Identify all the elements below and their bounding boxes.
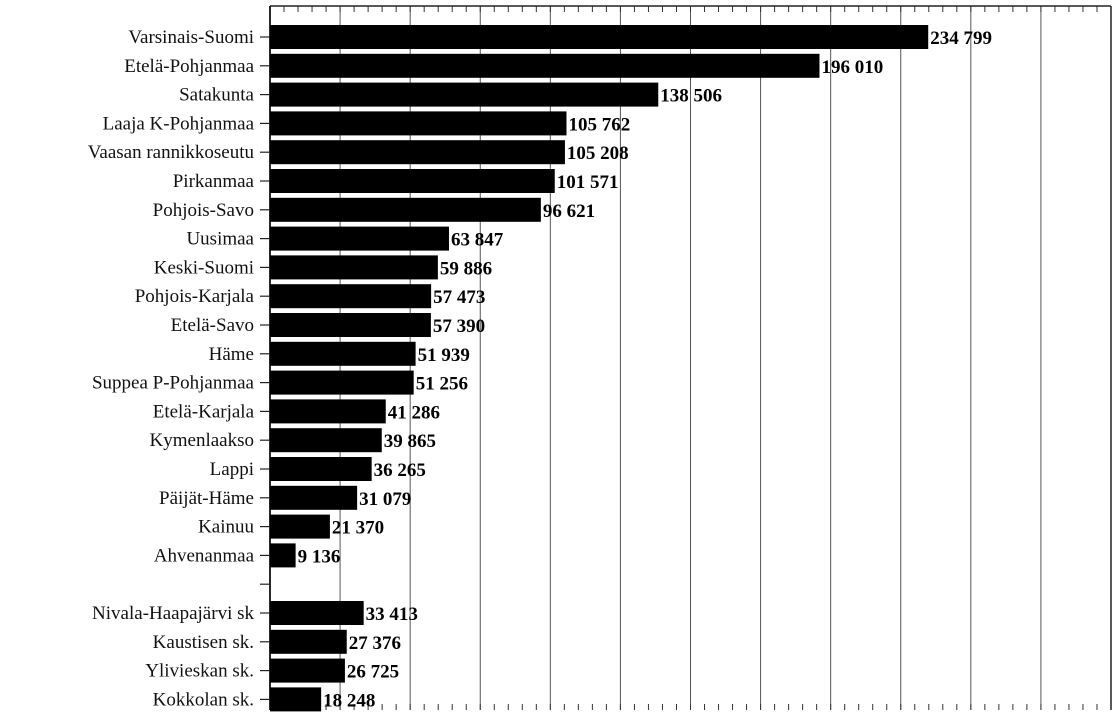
value-label: 105 208: [567, 143, 629, 164]
value-label: 9 136: [298, 546, 341, 567]
category-label: Pohjois-Savo: [153, 200, 254, 221]
bar: [270, 687, 322, 712]
bar: [270, 485, 358, 510]
bar: [270, 53, 820, 78]
axes: [260, 5, 1112, 710]
value-label: 33 413: [366, 604, 418, 625]
bar: [270, 629, 347, 654]
bar: [270, 457, 372, 481]
category-label: Laaja K-Pohjanmaa: [103, 113, 255, 134]
value-label: 138 506: [660, 86, 722, 107]
category-label: Suppea P-Pohjanmaa: [92, 373, 255, 394]
value-label: 96 621: [543, 201, 595, 222]
category-label: Etelä-Savo: [171, 315, 254, 336]
bar: [270, 341, 416, 366]
category-label: Uusimaa: [186, 229, 254, 250]
value-label: 234 799: [930, 28, 992, 49]
value-labels: 234 799 196 010 138 506 105 762 105 208 101 5…: [298, 28, 992, 711]
bar: [270, 25, 929, 49]
value-label: 59 886: [440, 258, 492, 279]
category-label: Päijät-Häme: [159, 488, 254, 509]
bar: [270, 658, 345, 683]
bar: [270, 313, 431, 337]
bar: [270, 543, 296, 568]
value-label: 51 939: [418, 345, 470, 366]
category-label: Nivala-Haapajärvi sk: [92, 603, 254, 624]
value-label: 105 762: [568, 114, 630, 135]
category-label: Kaustisen sk.: [153, 632, 254, 653]
value-label: 31 079: [359, 489, 411, 510]
bar: [270, 140, 565, 165]
value-label: 39 865: [384, 431, 436, 452]
value-label: 27 376: [349, 633, 401, 654]
bar: [270, 370, 414, 395]
bar: [270, 399, 386, 424]
category-label: Keski-Suomi: [154, 257, 254, 278]
value-label: 63 847: [451, 230, 504, 251]
value-label: 21 370: [332, 518, 384, 539]
bar: [270, 197, 541, 222]
category-label: Häme: [209, 344, 254, 365]
category-label: Kokkolan sk.: [153, 689, 254, 710]
category-label: Vaasan rannikkoseutu: [88, 142, 255, 163]
value-label: 57 390: [433, 316, 485, 337]
value-label: 57 473: [433, 287, 485, 308]
category-labels: Varsinais-Suomi Etelä-Pohjanmaa Satakunta L…: [88, 27, 255, 710]
bar: [270, 601, 364, 625]
bar: [270, 428, 382, 453]
category-label: Ylivieskan sk.: [145, 661, 254, 682]
value-label: 26 725: [347, 662, 399, 683]
value-label: 101 571: [557, 172, 619, 193]
category-label: Etelä-Pohjanmaa: [124, 56, 254, 77]
category-label: Pohjois-Karjala: [135, 286, 255, 307]
bar: [270, 111, 567, 136]
value-label: 36 265: [374, 460, 426, 481]
bar: [270, 255, 438, 280]
bars: [270, 25, 929, 712]
category-label: Ahvenanmaa: [154, 545, 255, 566]
category-label: Etelä-Karjala: [153, 401, 255, 422]
category-label: Pirkanmaa: [173, 171, 255, 192]
bar: [270, 169, 555, 193]
category-label: Lappi: [210, 459, 254, 480]
category-label: Varsinais-Suomi: [128, 27, 254, 48]
category-label: Satakunta: [179, 85, 254, 106]
value-label: 41 286: [388, 402, 440, 423]
bar: [270, 284, 432, 309]
value-label: 51 256: [416, 374, 468, 395]
category-label: Kainuu: [198, 517, 254, 538]
category-label: Kymenlaakso: [150, 430, 254, 451]
bar: [270, 82, 659, 107]
value-label: 18 248: [323, 690, 375, 711]
bar: [270, 226, 449, 251]
bar: [270, 514, 330, 539]
value-label: 196 010: [821, 57, 883, 78]
